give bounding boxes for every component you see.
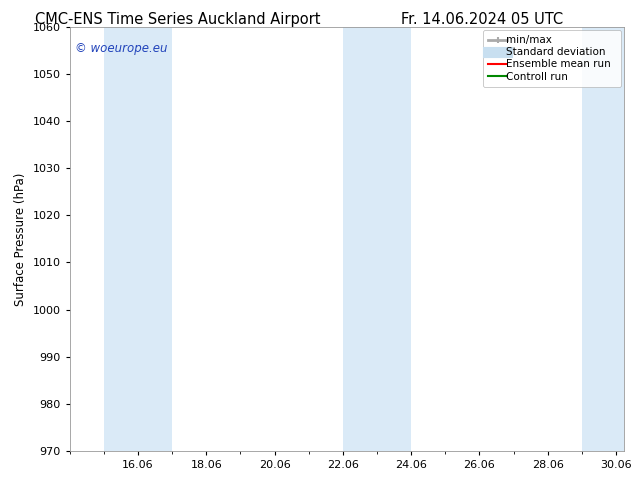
Text: Fr. 14.06.2024 05 UTC: Fr. 14.06.2024 05 UTC [401, 12, 563, 27]
Bar [104, 27, 172, 451]
Bar [343, 27, 411, 451]
Text: © woeurope.eu: © woeurope.eu [75, 42, 168, 55]
Legend: min/max, Standard deviation, Ensemble mean run, Controll run: min/max, Standard deviation, Ensemble me… [483, 30, 621, 87]
Text: CMC-ENS Time Series Auckland Airport: CMC-ENS Time Series Auckland Airport [35, 12, 320, 27]
Y-axis label: Surface Pressure (hPa): Surface Pressure (hPa) [14, 172, 27, 306]
Bar [582, 27, 624, 451]
